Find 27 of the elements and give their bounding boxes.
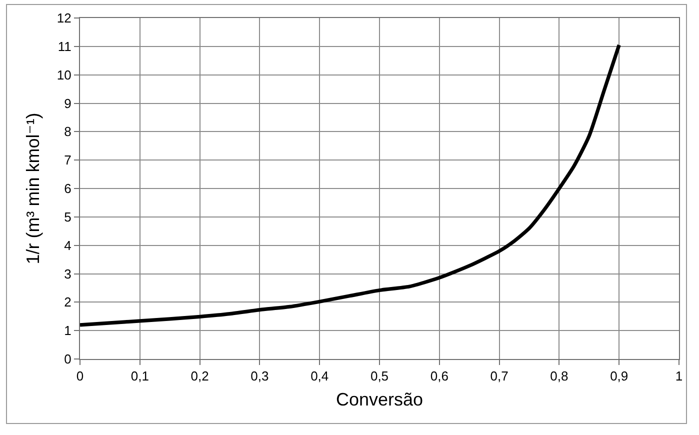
- y-tick-label: 2: [64, 294, 72, 310]
- x-tick-label: 0: [76, 368, 84, 384]
- y-tick-label: 12: [56, 10, 72, 26]
- x-tick-label: 0,7: [490, 368, 508, 384]
- y-axis-title: 1/r (m³ min kmol⁻¹): [23, 112, 44, 264]
- x-axis-title: Conversão: [336, 390, 424, 410]
- x-tick-label: 1: [675, 368, 683, 384]
- x-tick-label: 0,2: [190, 368, 209, 384]
- y-tick-label: 6: [64, 181, 72, 196]
- y-tick-label: 10: [56, 67, 72, 82]
- y-tick-label: 5: [64, 209, 72, 224]
- y-tick-label: 8: [64, 124, 72, 140]
- x-tick-label: 0,8: [550, 368, 568, 384]
- x-tick-label: 0,6: [430, 368, 448, 384]
- y-tick-label: 0: [64, 352, 72, 367]
- y-tick-label: 7: [64, 152, 72, 168]
- x-tick-label: 0,3: [250, 368, 269, 384]
- y-tick-label: 3: [64, 266, 72, 282]
- x-tick-label: 0,9: [610, 368, 628, 384]
- y-tick-label: 9: [64, 96, 72, 111]
- line-series: [80, 43, 621, 327]
- x-tick-label: 0,4: [310, 368, 329, 384]
- x-tick-label: 0,5: [370, 368, 389, 384]
- y-tick-label: 11: [58, 38, 72, 54]
- x-tick-label: 0,1: [130, 368, 149, 384]
- y-tick-label: 1: [64, 323, 72, 338]
- y-tick-label: 4: [64, 238, 72, 253]
